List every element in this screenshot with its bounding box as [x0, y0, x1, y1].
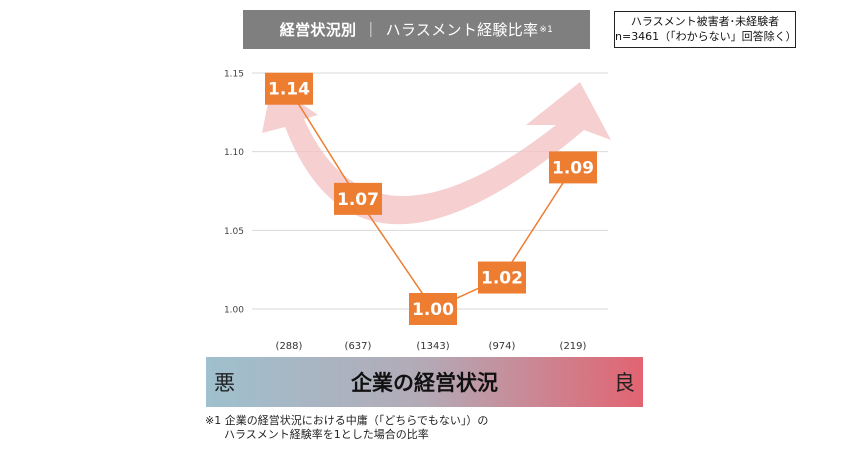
- axis-right-label: 良: [614, 371, 635, 395]
- business-condition-axis-bar: 悪 企業の経営状況 良: [206, 357, 643, 407]
- value-label: 1.00: [409, 293, 457, 325]
- value-label-box: [478, 261, 526, 294]
- title-main: 経営状況別: [279, 21, 357, 39]
- chart-title-bar: 経営状況別 ｜ ハラスメント経験比率 ※1: [243, 10, 590, 49]
- title-separator: ｜: [363, 21, 379, 39]
- value-label-text: 1.09: [552, 158, 594, 178]
- x-tick-label: (1343): [416, 341, 449, 352]
- y-tick-label: 1.00: [224, 306, 244, 316]
- x-tick-label: (974): [489, 341, 516, 352]
- title-sub: ハラスメント経験比率: [385, 21, 539, 39]
- x-tick-label: (219): [560, 341, 587, 352]
- value-label-text: 1.07: [337, 190, 379, 210]
- value-label: 1.07: [334, 182, 382, 215]
- axis-left-label: 悪: [214, 371, 235, 395]
- value-labels: 1.14 1.07 1.00 1.02 1.09: [265, 72, 597, 325]
- y-tick-label: 1.05: [224, 227, 244, 237]
- x-tick-label: (288): [276, 341, 303, 352]
- x-tick-label: (637): [345, 341, 372, 352]
- respondent-note-line1: ハラスメント被害者･未経験者: [630, 15, 780, 28]
- x-tick-labels: (288) (637) (1343) (974) (219): [276, 341, 587, 352]
- y-tick-label: 1.10: [224, 148, 244, 158]
- footnote-line2: ハラスメント経験率を1とした場合の比率: [224, 428, 429, 441]
- value-label: 1.14: [265, 72, 313, 105]
- value-label-box: [265, 72, 313, 105]
- y-tick-labels: 1.00 1.05 1.10 1.15: [224, 70, 244, 316]
- value-label-text: 1.14: [268, 80, 310, 100]
- value-label-box: [549, 151, 597, 184]
- value-label-box: [334, 182, 382, 215]
- footnote: ※1 企業の経営状況における中庸（「どちらでもない」）の ハラスメント経験率を1…: [205, 414, 488, 442]
- y-tick-label: 1.15: [224, 70, 244, 80]
- respondent-note: ハラスメント被害者･未経験者 n=3461（「わからない」回答除く）: [614, 11, 797, 48]
- value-label: 1.09: [549, 151, 597, 184]
- value-label-text: 1.02: [481, 269, 523, 289]
- footnote-line1: ※1 企業の経営状況における中庸（「どちらでもない」）の: [205, 414, 489, 427]
- value-label-box: [409, 293, 457, 325]
- value-label: 1.02: [478, 261, 526, 294]
- axis-center-label: 企業の経営状況: [351, 371, 498, 395]
- respondent-note-line2: n=3461（「わからない」回答除く）: [615, 30, 797, 43]
- value-label-text: 1.00: [412, 300, 454, 320]
- title-note-mark: ※1: [539, 24, 554, 35]
